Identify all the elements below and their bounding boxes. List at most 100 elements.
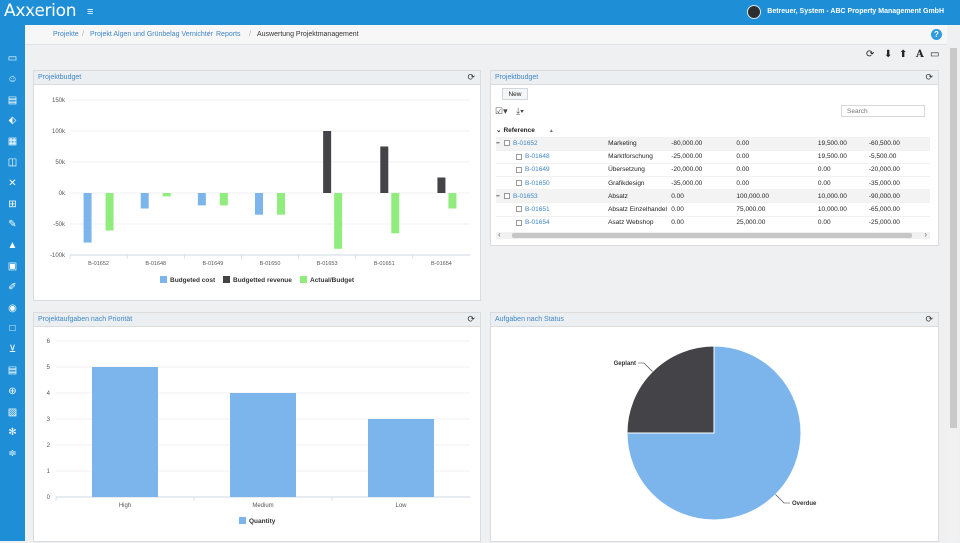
row-checkbox[interactable] [504,140,510,147]
table-row[interactable]: B-01648 Marktforschung -25,000.00 0.00 19,50… [496,149,930,164]
cart-icon[interactable]: ⊻ [8,344,17,356]
row-checkbox[interactable] [516,166,522,173]
export-icon[interactable]: ⤓▾ [516,106,524,116]
table-row[interactable]: B-01654 Asatz Webshop 0.00 25,000.00 0.00 -25… [496,215,930,230]
font-icon[interactable]: A [916,49,924,60]
row-checkbox[interactable] [516,206,522,213]
reference-link[interactable]: B-01650 [525,179,550,187]
column-header[interactable] [869,124,930,137]
org-chart-icon[interactable]: ⊞ [8,198,17,210]
x-tick-label: B-01651 [374,261,395,267]
cell-kod [557,215,609,230]
breadcrumb-item[interactable]: Projekte [53,31,79,38]
bar-actual-budget [162,193,171,197]
check-all-icon[interactable]: ☑▾ [495,106,508,116]
column-header[interactable] [557,124,608,137]
new-button[interactable]: New [502,88,528,100]
panel-title: Aufgaben nach Status [495,316,564,323]
cell-cost: -20,000.00 [671,162,737,177]
cell-ab: -90,000.00 [868,189,930,203]
chart-icon[interactable]: ▲ [7,240,18,252]
edit-icon[interactable]: ✐ [8,281,17,293]
collapse-icon[interactable]: − [496,140,500,148]
legend-label: Quantity [249,518,276,525]
user-name[interactable]: Betreuer, System - ABC Property Manageme… [767,8,944,15]
invoice-icon[interactable]: ▤ [7,365,18,376]
table-row[interactable]: − B-01653 Absatz 0.00 100,000.00 10,000.00 -90… [496,189,930,203]
breadcrumb-item[interactable]: Projekt Algen und Grünbelag Vernichter [90,31,213,38]
sliders-icon[interactable]: ≑ [8,448,17,460]
document-icon[interactable]: ▤ [7,94,18,106]
target-icon[interactable]: ◉ [8,302,17,314]
cell-cost: 0.00 [671,189,737,203]
reference-link[interactable]: B-01653 [513,192,538,200]
wrench-icon[interactable]: ✎ [8,219,17,231]
home-icon[interactable]: ⌂ [31,4,38,15]
column-header-label: Reference [503,127,535,135]
tag-icon[interactable]: ⬖ [8,115,17,127]
reference-link[interactable]: B-01648 [525,153,550,161]
column-header[interactable] [671,124,736,137]
y-tick-label: -50k [53,222,66,228]
menu-toggle-icon[interactable]: ≡ [87,6,94,18]
legend-label: Budgeted cost [170,277,216,284]
refresh-icon[interactable]: ⟳ [925,72,933,82]
row-checkbox[interactable] [516,219,522,226]
column-header[interactable] [818,124,869,137]
column-header[interactable] [608,124,671,137]
reference-link[interactable]: B-01654 [525,219,550,227]
table-row[interactable]: B-01650 Grafikdesign -35,000.00 0.00 0.00 -35… [496,176,930,190]
download-icon[interactable]: ⬇ [884,49,893,60]
monitor-icon[interactable]: ▭ [7,53,18,64]
row-checkbox[interactable] [516,179,522,186]
cell-kod [557,189,609,203]
scroll-right-icon[interactable]: › [924,230,927,239]
avatar[interactable] [747,5,761,19]
search-input[interactable] [841,105,925,117]
globe-icon[interactable]: ⊕ [8,385,17,397]
x-tick-label: High [119,503,131,509]
horizontal-scrollbar[interactable]: ‹ › [496,230,930,239]
vertical-scrollbar[interactable] [949,46,958,541]
gear-icon[interactable]: ✻ [8,427,17,439]
scroll-thumb[interactable] [512,233,912,238]
image-icon[interactable]: ▨ [7,406,18,418]
scroll-left-icon[interactable]: ‹ [498,230,501,239]
reference-link[interactable]: B-01649 [525,166,550,174]
status-chart-panel: Aufgaben nach Status ⟳ Overdue Geplant [490,312,939,542]
cell-kod [557,202,609,217]
cell-ab: -20,000.00 [868,162,930,177]
breadcrumb-separator: / [82,31,84,38]
refresh-icon[interactable]: ⟳ [866,49,875,60]
app-logo[interactable]: Axxerion [4,1,77,21]
table-row[interactable]: B-01651 Absatz Einzelhandel 0.00 75,000.00 1… [496,202,930,217]
reference-link[interactable]: B-01652 [513,140,538,148]
table-row[interactable]: − B-01652 Marketing -80,000.00 0.00 19,500.00… [496,136,930,151]
cell-name: Übersetzung [608,162,672,177]
legend-label: Budgetted revenue [233,277,292,284]
refresh-icon[interactable]: ⟳ [467,72,475,82]
row-checkbox[interactable] [504,193,510,200]
screen-icon[interactable]: ▭ [930,49,940,60]
column-header[interactable] [736,124,818,137]
breadcrumb-item[interactable]: Reports [216,31,241,38]
collapse-icon[interactable]: − [496,192,500,200]
sort-icon[interactable]: ▲ [548,128,554,135]
refresh-icon[interactable]: ⟳ [925,314,933,324]
box-icon[interactable]: ◫ [7,157,18,168]
reference-link[interactable]: B-01651 [525,206,550,214]
upload-icon[interactable]: ⬆ [899,49,908,60]
row-checkbox[interactable] [516,153,522,160]
square-icon[interactable]: □ [9,323,16,335]
pie-slice-overdue [626,345,802,521]
panel-title: Projektbudget [38,74,82,81]
column-header[interactable]: ⌄ Reference ▲ [496,124,557,137]
scroll-thumb[interactable] [950,48,957,428]
help-icon[interactable]: ? [931,29,942,40]
tools-icon[interactable]: ✕ [8,177,17,189]
building-icon[interactable]: ▦ [7,136,18,148]
table-row[interactable]: B-01649 Übersetzung -20,000.00 0.00 0.00 -20,… [496,162,930,177]
id-card-icon[interactable]: ▣ [7,261,18,272]
refresh-icon[interactable]: ⟳ [467,314,475,324]
user-icon[interactable]: ☺ [7,73,18,85]
